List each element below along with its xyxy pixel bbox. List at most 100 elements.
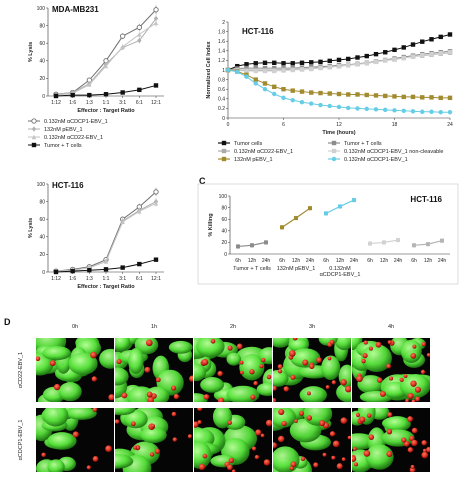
t-cell [411, 399, 416, 402]
data-point [346, 92, 351, 97]
t-cell [281, 420, 287, 427]
t-cell [259, 364, 264, 369]
t-cell [273, 442, 278, 449]
tumor-cell [123, 409, 148, 429]
legend-swatch-marker [31, 142, 37, 148]
x-tick-label: 24h [306, 258, 315, 264]
y-tick-label: 2 [222, 20, 225, 26]
t-cell [355, 412, 361, 418]
t-cell [421, 440, 427, 446]
t-cell [260, 433, 265, 438]
t-cell [201, 358, 209, 366]
t-cell [91, 376, 97, 382]
t-cell [154, 448, 161, 454]
data-point [272, 68, 277, 74]
tumor-cell [273, 446, 300, 472]
data-point [153, 189, 159, 195]
y-tick-label: 40 [221, 229, 227, 235]
t-cell [352, 446, 357, 451]
data-point [355, 62, 360, 67]
time-label: 0h [72, 324, 78, 330]
data-point [368, 241, 372, 246]
data-point [281, 95, 286, 101]
tile-content [194, 408, 272, 472]
panel-frame [197, 183, 459, 285]
y-tick-label: 0 [42, 270, 45, 276]
t-cell [354, 462, 359, 467]
tumor-cell [168, 340, 193, 354]
t-cell [379, 390, 386, 397]
data-point [327, 58, 332, 64]
t-cell [90, 351, 97, 359]
legend-entry: 0.132nM αCD22-EBV_1 [44, 135, 103, 141]
t-cell [289, 350, 296, 357]
data-point [262, 68, 268, 74]
t-cell [375, 341, 382, 348]
data-point [373, 93, 379, 98]
t-cell [231, 469, 236, 472]
tumor-cell [256, 382, 272, 397]
data-point [309, 60, 314, 65]
y-tick-label: 40 [39, 235, 45, 241]
data-point [352, 198, 356, 203]
data-point [299, 60, 305, 65]
t-cell [227, 345, 233, 351]
micro-tile [352, 338, 430, 402]
t-cell [361, 358, 366, 364]
data-point [318, 90, 323, 96]
tile-content [115, 408, 193, 472]
legend-entry: 0.132nM αCDCP1-EBV_1 non-cleavable [344, 149, 443, 155]
data-point [355, 92, 360, 97]
data-point [281, 87, 286, 92]
tumor-cell [226, 385, 260, 402]
t-cell [72, 431, 79, 438]
t-cell [278, 408, 285, 416]
x-tick-label: 1:1 [103, 276, 110, 282]
x-tick-label: 6:1 [136, 100, 143, 106]
data-point [383, 50, 388, 55]
t-cell [340, 417, 348, 424]
data-point [336, 57, 342, 63]
x-tick-label: 12:1 [151, 276, 161, 282]
axes [47, 8, 164, 97]
t-cell [359, 416, 366, 423]
data-point [153, 257, 159, 262]
t-cell [363, 340, 368, 345]
data-point [338, 204, 342, 209]
t-cell [228, 457, 234, 464]
tumor-cell [115, 367, 129, 386]
x-tick-label: 12:1 [151, 100, 161, 106]
t-cell [203, 394, 210, 400]
tumor-cell [383, 416, 411, 432]
y-tick-label: 100 [37, 6, 46, 12]
data-point [253, 77, 258, 82]
tumor-cell [68, 352, 98, 375]
x-tick-label: 6h [279, 258, 285, 264]
micro-tile [273, 408, 351, 472]
t-cell [187, 434, 193, 439]
series-line [55, 9, 157, 95]
data-point [336, 104, 342, 110]
data-point [294, 216, 298, 221]
x-tick-label: 12h [292, 258, 301, 264]
x-tick-label: 6h [367, 258, 373, 264]
tile-content [352, 408, 430, 472]
y-tick-label: 100 [219, 194, 228, 200]
t-cell [362, 353, 368, 359]
data-point [153, 201, 159, 206]
tile-content [194, 338, 272, 402]
t-cell [387, 340, 392, 345]
tumor-cell [273, 338, 293, 348]
t-cell [409, 435, 415, 442]
t-cell [217, 397, 225, 402]
legend-entry: 0.132nM αCD22-EBV_1 [234, 149, 293, 155]
data-point [290, 67, 295, 73]
t-cell [254, 454, 260, 460]
tumor-cell [194, 363, 207, 382]
chart-hct116-killing: 0 20 40 60 80 100 % Killing HCT-116 6h 12h 24h Tumo… [197, 183, 459, 285]
x-tick-label: 1:12 [51, 100, 61, 106]
tumor-cell [42, 346, 72, 361]
t-cell [92, 408, 98, 412]
data-point [420, 39, 425, 44]
